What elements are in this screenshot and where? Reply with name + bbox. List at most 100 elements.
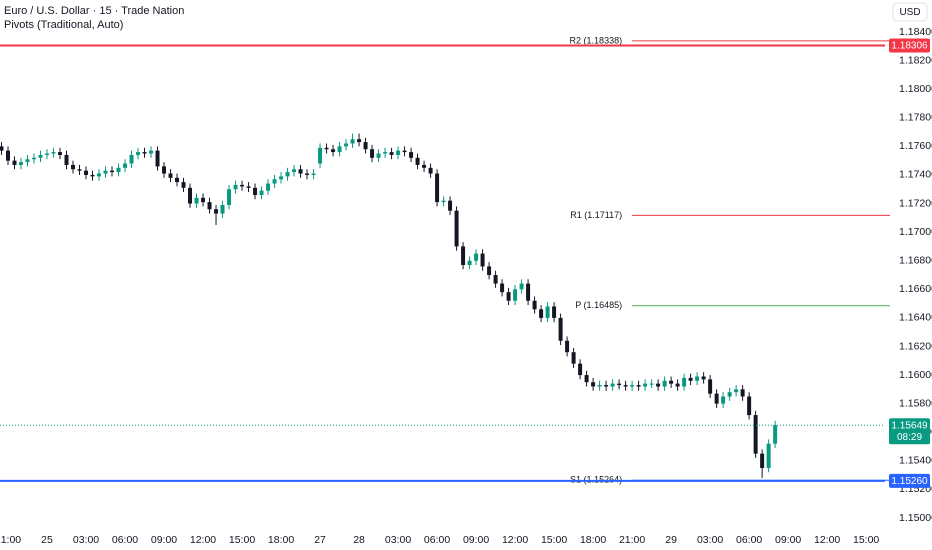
candle-body [71,164,76,170]
candle-body [311,173,316,175]
candle-body [58,152,63,155]
currency-button[interactable] [892,2,928,22]
y-tick-label: 1.16200 [899,340,932,352]
x-tick-label: 21:00 [619,534,645,546]
candle-body [116,167,121,173]
x-tick-label: 15:00 [853,534,879,546]
x-tick-label: 25 [41,534,53,546]
y-tick-label: 1.16400 [899,312,932,324]
candle-body [344,143,349,147]
candle-body [422,164,427,168]
candle-body [168,173,173,178]
candle-body [669,380,674,384]
x-tick-label: 29 [665,534,677,546]
candle-body [519,283,524,290]
countdown-label: 08:29 [897,432,922,443]
candle-body [227,189,232,205]
candle-body [207,202,212,210]
x-tick-label: 09:00 [151,534,177,546]
candle-body [662,380,667,387]
candle-body [90,174,95,177]
candle-body [318,147,323,164]
candle-body [389,152,394,155]
candle-body [721,396,726,404]
y-tick-label: 1.17800 [899,112,932,124]
candle-body [617,383,622,386]
x-tick-label: 12:00 [190,534,216,546]
x-tick-label: 09:00 [775,534,801,546]
candle-body [766,443,771,468]
y-tick-label: 1.15000 [899,512,932,524]
candle-body [727,392,732,397]
candle-body [539,309,544,318]
x-tick-label: 06:00 [112,534,138,546]
candle-body [350,139,355,144]
x-tick-label: 18:00 [580,534,606,546]
candle-body [233,184,238,190]
candle-body [591,382,596,387]
chart-title: Euro / U.S. Dollar · 15 · Trade Nation [4,5,184,17]
candle-body [760,453,765,468]
candle-body [428,167,433,174]
x-tick-label: 21:00 [0,534,21,546]
candle-body [64,154,69,165]
candle-body [409,152,414,158]
candle-body [110,170,115,173]
candle-body [12,160,17,165]
last-price-box [889,418,930,445]
candle-body [474,253,479,261]
y-tick-label: 1.16800 [899,254,932,266]
candle-body [552,306,557,318]
candle-body [636,385,641,387]
y-tick-label: 1.18400 [899,26,932,38]
candle-body [175,177,180,183]
chart-subtitle: Pivots (Traditional, Auto) [4,19,123,31]
candle-body [649,383,654,385]
candle-body [383,152,388,154]
candle-body [467,260,472,265]
candle-body [376,153,381,158]
candle-body [32,157,37,160]
y-tick-label: 1.15400 [899,455,932,467]
candle-body [97,173,102,177]
candle-body [396,150,401,155]
candle-body [136,152,141,155]
candle-body [253,187,258,195]
candle-body [545,306,550,318]
x-tick-label: 03:00 [385,534,411,546]
candle-body [214,209,219,214]
candle-body [103,170,108,174]
y-tick-label: 1.16000 [899,369,932,381]
candle-body [526,283,531,301]
candle-body [571,352,576,364]
candle-body [201,197,206,203]
candle-body [753,415,758,454]
x-tick-label: 28 [353,534,365,546]
candle-body [220,204,225,214]
x-tick-label: 15:00 [541,534,567,546]
candle-body [18,162,23,165]
x-tick-label: 12:00 [502,534,528,546]
candle-body [610,383,615,387]
pivot-label: P (1.16485) [575,300,622,310]
price-box [889,38,930,53]
candle-body [487,266,492,276]
candle-body [292,169,297,173]
candle-body [656,383,661,387]
candle-body [688,377,693,381]
candle-body [51,152,56,154]
candle-body [643,383,648,387]
candle-body [279,176,284,180]
candle-body [370,149,375,158]
candle-body [285,172,290,177]
candle-body [298,169,303,174]
x-tick-label: 18:00 [268,534,294,546]
candle-body [45,153,50,155]
currency-label[interactable]: USD [899,7,920,18]
candle-body [38,154,43,158]
candle-body [565,340,570,353]
candle-body [194,197,199,204]
candle-body [630,385,635,387]
